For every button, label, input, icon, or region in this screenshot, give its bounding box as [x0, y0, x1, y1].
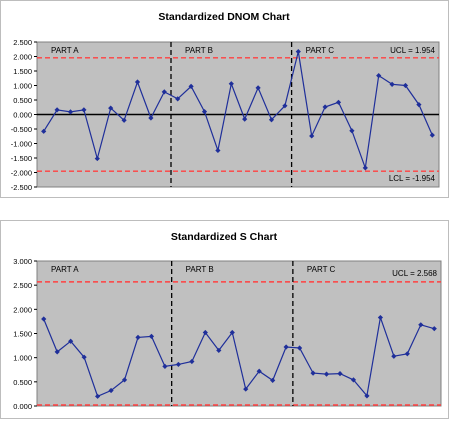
data-point [41, 128, 47, 134]
data-point [335, 99, 342, 105]
dnom-chart: Standardized DNOM Chart 2.500 2.000 1.500 1.… [11, 11, 440, 192]
y-tick-label: -0.500 [11, 125, 32, 134]
data-point [297, 345, 303, 351]
data-point [362, 165, 368, 171]
lcl-label: LCL = -1.954 [389, 174, 436, 183]
s-chart: Standardized S Chart 3.000 2.500 2.000 1.500… [13, 231, 442, 411]
data-point [68, 338, 74, 344]
y-tick-label: -1.000 [11, 140, 32, 149]
dnom-chart-panel: Standardized DNOM Chart 2.500 2.000 1.500 1.… [0, 0, 449, 198]
data-point [389, 81, 395, 87]
data-point [268, 117, 275, 123]
y-tick-label: -2.500 [11, 183, 32, 192]
series-line [43, 51, 433, 169]
data-point [201, 109, 208, 115]
data-point [322, 104, 328, 110]
data-point [94, 155, 100, 162]
data-point [228, 81, 234, 87]
y-tick-label: 1.000 [13, 82, 32, 91]
y-tick-label: 2.000 [13, 305, 32, 314]
data-point [161, 89, 167, 95]
y-tick-label: 2.500 [13, 281, 32, 290]
data-point [376, 73, 382, 79]
chart-title: Standardized S Chart [171, 231, 278, 243]
plot-area [36, 260, 442, 407]
data-point [41, 316, 47, 322]
ucl-label: UCL = 2.568 [392, 269, 437, 278]
data-point [188, 83, 194, 89]
y-tick-label: 2.500 [13, 38, 32, 47]
y-tick-label: 1.500 [13, 330, 32, 339]
data-point [404, 351, 410, 357]
y-tick-label: 2.000 [13, 53, 32, 62]
data-point [282, 103, 288, 109]
y-tick-label: 0.000 [13, 111, 32, 120]
phase-label: PART C [307, 265, 336, 274]
phase-label: PART B [186, 265, 214, 274]
data-point [429, 132, 435, 138]
data-point [175, 361, 181, 368]
data-point [391, 353, 397, 359]
data-point [135, 334, 141, 340]
phase-label: PART B [185, 46, 213, 55]
data-point [175, 96, 181, 102]
data-point [256, 368, 262, 374]
data-point [377, 314, 383, 321]
data-point [283, 344, 289, 350]
y-tick-label: 0.500 [13, 378, 32, 387]
data-point [349, 128, 355, 134]
data-point [134, 79, 141, 85]
y-tick-label: -1.500 [11, 154, 32, 163]
y-tick-label: 0.000 [13, 402, 32, 411]
phase-label: PART A [51, 46, 79, 55]
phase-label: PART C [306, 46, 335, 55]
data-point [416, 102, 422, 108]
s-chart-panel: Standardized S Chart 3.000 2.500 2.000 1.500… [0, 220, 449, 419]
series-line [43, 315, 435, 398]
data-point [121, 117, 127, 123]
data-point [108, 105, 114, 111]
data-point [81, 107, 87, 113]
y-tick-label: 0.500 [13, 96, 32, 105]
y-tick-label: 3.000 [13, 257, 32, 266]
data-point [189, 358, 195, 365]
data-point [295, 48, 301, 55]
ucl-label: UCL = 1.954 [390, 46, 435, 55]
data-point [54, 107, 60, 113]
data-point [242, 116, 248, 122]
y-tick-label: 1.000 [13, 354, 32, 363]
y-tick-label: -2.000 [11, 169, 32, 178]
data-point [67, 109, 74, 115]
data-point [108, 387, 114, 394]
phase-label: PART A [51, 265, 79, 274]
y-tick-label: 1.500 [13, 67, 32, 76]
data-point [215, 147, 221, 154]
data-point [148, 115, 154, 121]
data-point [402, 82, 409, 89]
chart-title: Standardized DNOM Chart [158, 11, 290, 23]
data-point [309, 133, 315, 139]
